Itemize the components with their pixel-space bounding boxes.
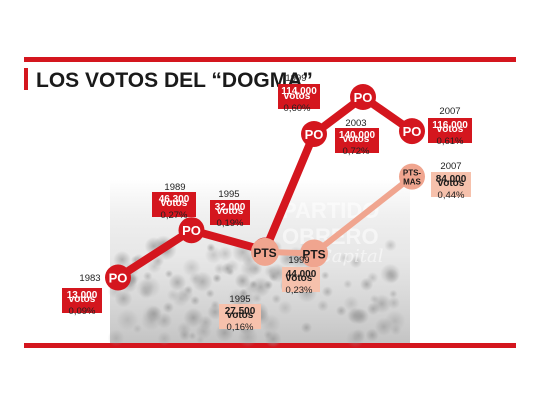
data-label-unit: votos (343, 134, 370, 145)
po-marker-label: PO (109, 271, 128, 286)
data-label-unit: votos (217, 206, 244, 217)
data-label-percent: 0,09% (69, 306, 96, 317)
pts-marker-label-line2: MAS (403, 178, 421, 187)
data-label-votes: 140.000 (339, 130, 376, 141)
banner-text-2: OBRERO (282, 224, 379, 249)
pts-line-segment (311, 173, 415, 257)
data-label-percent: 0,16% (227, 322, 254, 333)
data-label-year: 1983 (79, 273, 100, 284)
data-label-box (210, 200, 250, 225)
data-label-box (335, 128, 379, 153)
data-label-percent: 0,60% (284, 103, 311, 114)
data-label-votes: 13.000 (67, 290, 98, 301)
data-label-box (428, 118, 472, 143)
data-label-box (278, 84, 320, 109)
data-label-year: 1995 (229, 294, 250, 305)
data-label-box (431, 172, 471, 197)
top-frame-bar (24, 57, 516, 62)
po-marker-label: PO (305, 127, 324, 142)
po-point-marker: PO (301, 120, 327, 147)
chart-title: LOS VOTOS DEL “DOGMA” (36, 69, 313, 92)
banner-text-1: PARTIDO (282, 198, 379, 223)
data-label-votes: 116.000 (432, 120, 468, 131)
data-label-percent: 0,23% (286, 285, 313, 296)
banner-text-3: Capital (318, 246, 384, 267)
data-label-year: 1999 (288, 255, 309, 266)
data-label-year: 2007 (439, 106, 460, 117)
data-label-year: 1999 (285, 73, 306, 84)
data-label-votes: 44.000 (286, 269, 317, 280)
data-label-unit: votos (438, 178, 465, 189)
po-point-marker: PO (399, 118, 425, 145)
data-label-percent: 0,27% (161, 210, 188, 221)
po-marker-label: PO (354, 90, 373, 105)
po-line-segment (261, 129, 318, 255)
po-point-marker: PO (350, 84, 376, 110)
data-label-box (152, 192, 196, 217)
data-label-year: 2003 (345, 118, 366, 129)
data-label-unit: votos (227, 310, 254, 321)
data-label-year: 1989 (164, 182, 185, 193)
pts-marker-label: PTS- (403, 169, 422, 178)
data-label-votes: 84.000 (436, 174, 467, 185)
data-label-unit: votos (69, 294, 96, 305)
banner-background: PARTIDO OBRERO Capital (282, 198, 384, 267)
data-label-box (62, 288, 102, 313)
data-label-year: 2007 (440, 161, 461, 172)
pts-point-marker: PTS (300, 239, 328, 268)
data-label-percent: 0,72% (343, 146, 370, 157)
pts-point-marker: PTS-MAS (399, 163, 425, 190)
pts-marker-label: PTS (302, 247, 325, 261)
pts-marker-label: PTS (253, 246, 276, 260)
data-label-votes: 46.300 (159, 194, 190, 205)
title-accent-bar (24, 68, 28, 90)
data-label-percent: 0,61% (437, 136, 464, 147)
pts-point-marker: PTS (251, 237, 279, 266)
po-marker-label: PO (403, 124, 422, 139)
po-marker-label: PO (182, 223, 201, 238)
data-label-year: 1995 (218, 189, 239, 200)
data-label-unit: votos (437, 124, 464, 135)
data-label-votes: 114.000 (281, 86, 317, 97)
data-label-box (219, 304, 261, 329)
data-label-box (282, 267, 320, 292)
data-label-votes: 32.000 (215, 202, 246, 213)
po-point-marker: PO (178, 217, 205, 244)
po-point-marker: PO (105, 264, 131, 291)
data-label-unit: votos (284, 91, 311, 102)
data-label-votes: 27.500 (225, 306, 256, 317)
data-label-percent: 0,19% (217, 218, 244, 229)
data-label-unit: votos (286, 273, 313, 284)
data-label-percent: 0,44% (438, 190, 465, 201)
data-label-unit: votos (161, 198, 188, 209)
po-line-segment (114, 226, 196, 282)
